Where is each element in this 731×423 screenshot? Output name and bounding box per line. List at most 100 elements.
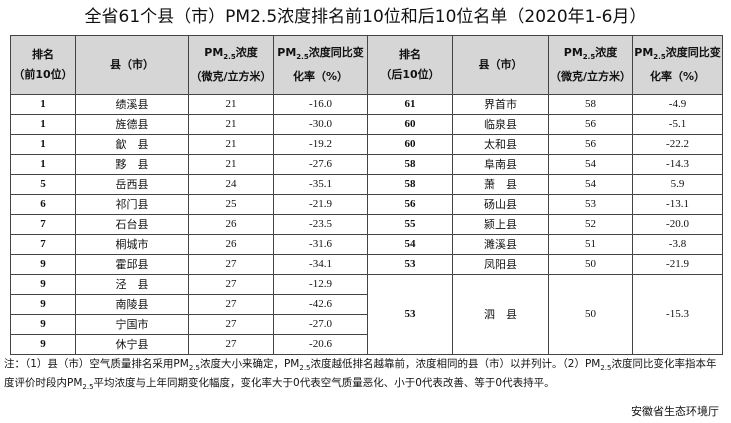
header-cell: 县（市） <box>75 35 189 95</box>
cell: 泾 县 <box>75 274 189 295</box>
cell: 桐城市 <box>75 234 189 255</box>
cell: 21 <box>188 114 274 135</box>
cell: -30.0 <box>273 114 368 135</box>
cell: 24 <box>188 174 274 195</box>
cell: -27.6 <box>273 154 368 175</box>
text: （微克/立方米） <box>549 70 632 84</box>
cell: 56 <box>548 134 633 155</box>
subscript: 2.5 <box>582 53 596 62</box>
subscript: 2.5 <box>299 364 311 373</box>
subscript: 2.5 <box>296 53 309 62</box>
cell: 1 <box>10 114 76 135</box>
text: 排名 <box>399 48 421 61</box>
cell: 9 <box>10 294 76 315</box>
cell: 60 <box>367 134 453 155</box>
cell: 25 <box>188 194 274 215</box>
cell: 54 <box>548 154 633 175</box>
row: 7 石台县 26 -23.5 55 颍上县 52 -20.0 <box>10 214 723 235</box>
cell: -20.0 <box>632 214 723 235</box>
cell: 黟 县 <box>75 154 189 175</box>
text: 平均浓度与上年同期变化幅度，变化率大于0代表空气质量恶化、小于0代表改善、等于0… <box>93 377 555 390</box>
cell: -5.1 <box>632 114 723 135</box>
text: （微克/立方米） <box>190 70 272 84</box>
cell: -27.0 <box>273 314 368 335</box>
cell: -21.9 <box>273 194 368 215</box>
cell: 歙 县 <box>75 134 189 155</box>
cell: -14.3 <box>632 154 723 175</box>
cell: 51 <box>548 234 633 255</box>
cell: 颍上县 <box>452 214 549 235</box>
text: 浓度大小来确定，PM <box>199 358 300 370</box>
text: PM <box>277 45 297 59</box>
header-cell: 排名 （后10位） <box>367 35 453 95</box>
subscript: 2.5 <box>188 364 200 373</box>
cell: 55 <box>367 214 453 235</box>
cell: 休宁县 <box>75 334 189 355</box>
cell: 58 <box>367 154 453 175</box>
cell: -12.9 <box>273 274 368 295</box>
cell: 26 <box>188 214 274 235</box>
cell: 临泉县 <box>452 114 549 135</box>
cell: 凤阳县 <box>452 254 549 275</box>
header-row: 排名 （前10位） 县（市） PM2.5浓度 （微克/立方米） PM2.5浓度同比变 化率（… <box>10 35 723 95</box>
cell: 52 <box>548 214 633 235</box>
cell: 濉溪县 <box>452 234 549 255</box>
cell: 50 <box>548 274 633 355</box>
cell: 60 <box>367 114 453 135</box>
cell: 1 <box>10 134 76 155</box>
cell: -35.1 <box>273 174 368 195</box>
cell: 萧 县 <box>452 174 549 195</box>
cell: 53 <box>548 194 633 215</box>
cell: 1 <box>10 94 76 115</box>
text: 化率（%） <box>292 70 349 84</box>
cell: 南陵县 <box>75 294 189 315</box>
row: 1 旌德县 21 -30.0 60 临泉县 56 -5.1 <box>10 114 723 135</box>
cell: 50 <box>548 254 633 275</box>
note: 注：（1）县（市）空气质量排名采用PM2.5浓度大小来确定，PM2.5浓度越低排… <box>4 357 726 395</box>
text: 浓度同比变 <box>308 45 364 59</box>
cell: 27 <box>188 334 274 355</box>
cell: 6 <box>10 194 76 215</box>
cell: 5 <box>10 174 76 195</box>
cell: 27 <box>188 274 274 295</box>
cell: -19.2 <box>273 134 368 155</box>
text: 浓度越低排名越靠前，浓度相同的县（市）以并列计。（2）PM <box>310 358 601 370</box>
header-cell: PM2.5浓度同比变 化率（%） <box>632 35 723 95</box>
cell: 7 <box>10 234 76 255</box>
text: 浓度同比变 <box>665 45 721 59</box>
source: 安徽省生态环境厅 <box>631 405 719 418</box>
row: 9 宁国市 27 -27.0 <box>10 314 723 335</box>
header-cell: 县（市） <box>452 35 549 95</box>
cell: 旌德县 <box>75 114 189 135</box>
cell: 9 <box>10 334 76 355</box>
cell: 1 <box>10 154 76 175</box>
text: PM <box>204 45 224 59</box>
subscript: 2.5 <box>600 364 612 373</box>
cell: -20.6 <box>273 334 368 355</box>
text: 县（市） <box>478 58 523 71</box>
text: 化率（%） <box>649 70 706 84</box>
header-cell: PM2.5浓度 （微克/立方米） <box>548 35 633 95</box>
cell: -42.6 <box>273 294 368 315</box>
row: 1 绩溪县 21 -16.0 61 界首市 58 -4.9 <box>10 94 723 115</box>
cell: -34.1 <box>273 254 368 275</box>
cell: 56 <box>367 194 453 215</box>
cell: 21 <box>188 94 274 115</box>
cell: 9 <box>10 314 76 335</box>
row: 6 祁门县 25 -21.9 56 砀山县 53 -13.1 <box>10 194 723 215</box>
cell: 21 <box>188 154 274 175</box>
cell: 54 <box>548 174 633 195</box>
subscript: 2.5 <box>82 383 94 392</box>
header-cell: 排名 （前10位） <box>10 35 76 95</box>
cell: 石台县 <box>75 214 189 235</box>
cell: -15.3 <box>632 274 723 355</box>
cell: 泗 县 <box>452 274 549 355</box>
table-body: 1 绩溪县 21 -16.0 61 界首市 58 -4.9 1 旌德县 21 -30.0 60 临泉县 56… <box>10 94 723 355</box>
row: 7 桐城市 26 -31.6 54 濉溪县 51 -3.8 <box>10 234 723 255</box>
cell: 7 <box>10 214 76 235</box>
cell: 21 <box>188 134 274 155</box>
cell: 宁国市 <box>75 314 189 335</box>
cell: -13.1 <box>632 194 723 215</box>
